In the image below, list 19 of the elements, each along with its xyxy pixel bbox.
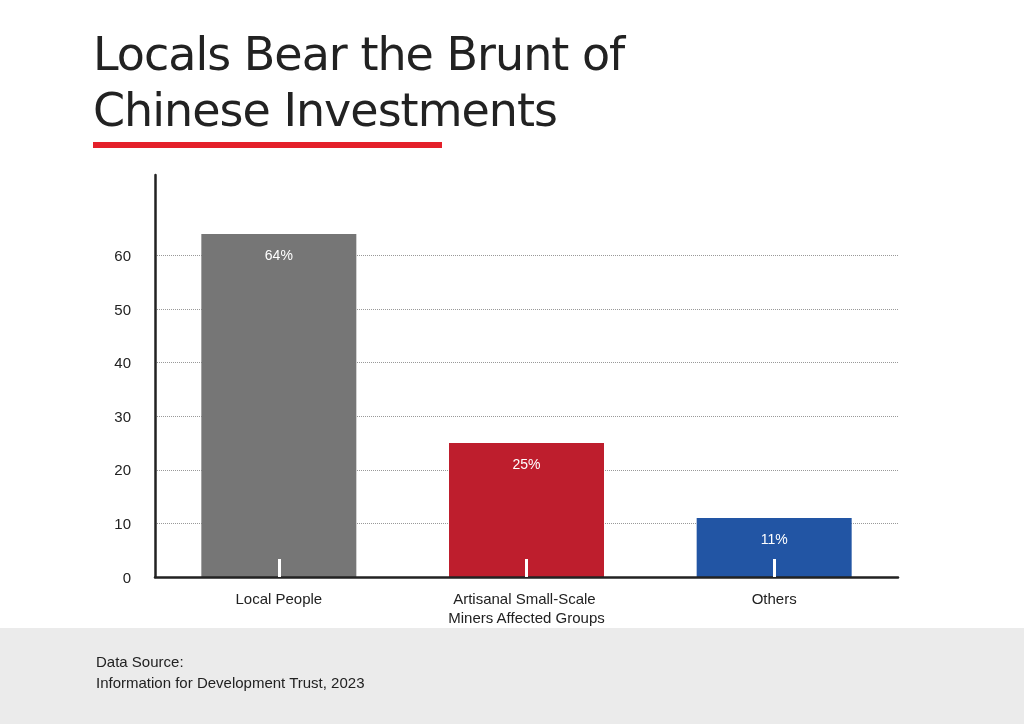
data-label: 11% [760,531,788,548]
source-note: Data Source: [96,652,185,672]
y-tick-label: 20 [114,461,131,479]
bar [696,518,852,577]
bar [449,443,604,577]
x-tick-label: Local People [235,590,323,607]
y-tick-label: 10 [114,514,131,532]
data-label: 64% [264,246,293,263]
bar [201,233,357,577]
y-tick-label: 50 [114,300,131,318]
y-tick-label: 40 [114,354,131,372]
x-tick-label: Others [751,590,797,607]
y-tick-label: 60 [114,246,131,264]
y-tick-label: 30 [114,407,131,425]
y-tick-label: 0 [122,568,131,586]
data-label: 25% [512,456,541,472]
chart-title: Locals Bear the Brunt of Chinese Investments [93,26,627,138]
text: Information for Development Trust, 2023 [96,673,365,693]
x-tick-label: Artisanal Small-Scale Miners Affected Groups [448,590,605,626]
